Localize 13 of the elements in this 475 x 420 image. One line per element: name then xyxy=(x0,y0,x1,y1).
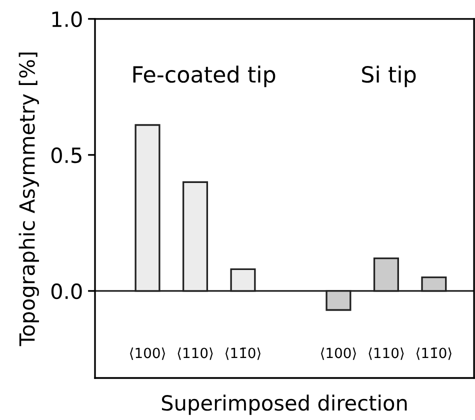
annotation: Si tip xyxy=(362,66,416,88)
x-tick-label: ⟨110⟩ xyxy=(368,347,404,360)
annotation: Fe-coated tip xyxy=(133,66,276,88)
y-tick-label: 0.5 xyxy=(51,147,82,164)
x-tick-label: ⟨11̄0⟩ xyxy=(416,347,452,360)
x-tick-label: ⟨110⟩ xyxy=(178,347,213,360)
x-tick-label: ⟨100⟩ xyxy=(321,347,356,360)
y-tick-label: 0.0 xyxy=(51,283,82,300)
y-axis-title: Topographic Asymmetry [%] xyxy=(18,52,39,346)
x-axis-title: Superimposed direction xyxy=(162,394,407,415)
y-tick-label: 1.0 xyxy=(52,11,82,28)
x-tick-label: ⟨11̄0⟩ xyxy=(226,347,260,360)
x-tick-label: ⟨100⟩ xyxy=(130,347,165,360)
